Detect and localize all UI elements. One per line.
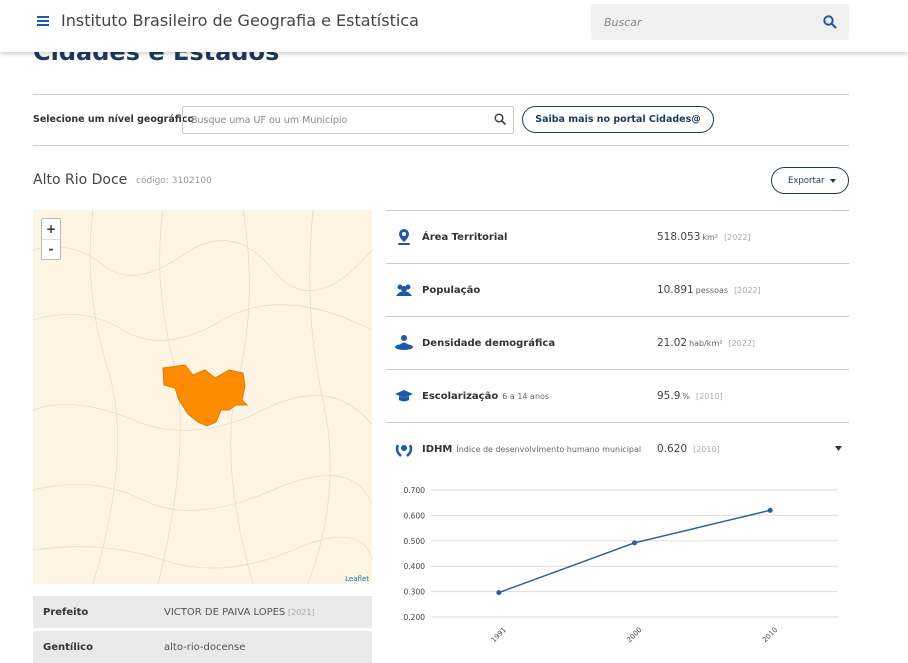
value-year: [2010] [696, 392, 723, 401]
value-unit: hab/km² [689, 339, 723, 348]
value-number: 95.9 [657, 390, 681, 402]
y-tick-label: 0.500 [404, 537, 426, 546]
value-number: 21.02 [657, 337, 688, 349]
info-row [33, 596, 372, 628]
portal-button-text: Saiba mais no portal Cidades@ [535, 114, 701, 125]
place-code: código: 3102100 [136, 176, 212, 186]
divider [33, 145, 849, 146]
value-year: [2022] [724, 233, 751, 242]
indicator-value: 21.02 hab/km² [2022] [657, 337, 755, 349]
indicator-label: População [422, 285, 480, 296]
menu-icon[interactable] [37, 15, 49, 27]
data-point [767, 507, 773, 513]
value-number: 10.891 [657, 284, 694, 296]
map-attribution[interactable]: Leaflet [345, 575, 369, 583]
x-tick-label: 2000 [625, 626, 643, 644]
indicator-sublabel: 6 a 14 anos [502, 392, 550, 401]
x-tick-label: 1991 [490, 626, 508, 644]
value-number: 0.620 [657, 443, 688, 455]
indicator-name: IDHM [422, 444, 453, 455]
indicator-value: 518.053 km² [2022] [657, 231, 751, 243]
indicator-label: Densidade demográfica [422, 338, 555, 349]
info-year: [2021] [288, 608, 315, 617]
value-year: [2022] [734, 286, 761, 295]
indicator-value: 0.620 [2010] [657, 443, 720, 455]
indicator-icon [395, 335, 413, 350]
divider [386, 422, 849, 423]
indicator-value: 95.9% [2010] [657, 390, 723, 402]
y-tick-label: 0.200 [404, 613, 426, 622]
selector-label: Selecione um nível geográfico [33, 114, 194, 125]
info-key: Prefeito [43, 607, 89, 618]
value-year: [2010] [693, 445, 720, 454]
info-row [33, 631, 372, 663]
search-box[interactable]: Buscar [591, 4, 849, 40]
info-value: alto-rio-docense [164, 642, 246, 653]
zoom-out[interactable]: - [48, 242, 54, 256]
indicator-label: IDHM Índice de desenvolvimento humano mun… [422, 444, 641, 455]
indicator-icon [396, 284, 412, 296]
indicator-label: Área Territorial [422, 232, 507, 243]
divider [33, 94, 849, 95]
header: Instituto Brasileiro de Geografia e Esta… [0, 0, 908, 52]
indicator-sublabel: Índice de desenvolvimento humano municip… [456, 445, 642, 454]
indicator-name: Densidade demográfica [422, 338, 556, 349]
zoom-in[interactable]: + [42, 219, 60, 240]
divider [386, 369, 849, 370]
data-point [632, 540, 637, 546]
indicator-label: Escolarização 6 a 14 anos [422, 391, 549, 402]
indicator-name: População [422, 285, 481, 296]
x-tick-label: 2010 [761, 626, 779, 644]
municipality-shape[interactable] [162, 364, 249, 427]
value-unit: km² [702, 233, 719, 242]
divider [386, 263, 849, 264]
zoom-control: + - [41, 218, 61, 260]
export-text: Exportar [788, 176, 825, 186]
y-tick-label: 0.400 [404, 562, 426, 571]
indicator-name: Escolarização [422, 391, 499, 402]
map-layer [33, 210, 372, 584]
value-unit: % [682, 392, 690, 401]
value-year: [2022] [728, 339, 756, 348]
export-button[interactable]: Exportar [771, 167, 849, 194]
indicator-name: Área Territorial [422, 232, 508, 243]
indicator-icon [395, 444, 413, 457]
value-unit: pessoas [695, 286, 729, 295]
info-key: Gentílico [43, 642, 93, 653]
value-number: 518.053 [657, 231, 701, 243]
indicator-icon [395, 390, 413, 402]
search-placeholder: Buscar [604, 16, 642, 29]
indicator-icon [398, 229, 410, 245]
info-value: VICTOR DE PAIVA LOPES [164, 607, 286, 618]
data-line [498, 509, 771, 594]
divider [386, 316, 849, 317]
expand-caret[interactable] [835, 446, 842, 451]
data-point [496, 590, 502, 596]
input-search-icon[interactable] [494, 113, 506, 125]
y-tick-label: 0.300 [404, 588, 426, 597]
map[interactable]: + - Leaflet [33, 210, 372, 584]
y-tick-label: 0.600 [404, 511, 426, 520]
caret [830, 179, 836, 183]
site-title[interactable]: Instituto Brasileiro de Geografia e Esta… [61, 11, 419, 30]
portal-button[interactable]: Saiba mais no portal Cidades@ [522, 106, 714, 133]
place-input[interactable]: Busque uma UF ou um Município [182, 106, 514, 134]
idhm-chart: 0.200 0.300 0.400 0.500 0.600 0.700 1991 2000 20… [404, 486, 838, 644]
indicator-value: 10.891 pessoas [2022] [657, 284, 761, 296]
search-icon[interactable] [823, 15, 837, 29]
divider [386, 210, 849, 211]
input-placeholder: Busque uma UF ou um Município [191, 115, 348, 126]
place-name: Alto Rio Doce [33, 172, 128, 188]
y-tick-label: 0.700 [404, 486, 426, 495]
